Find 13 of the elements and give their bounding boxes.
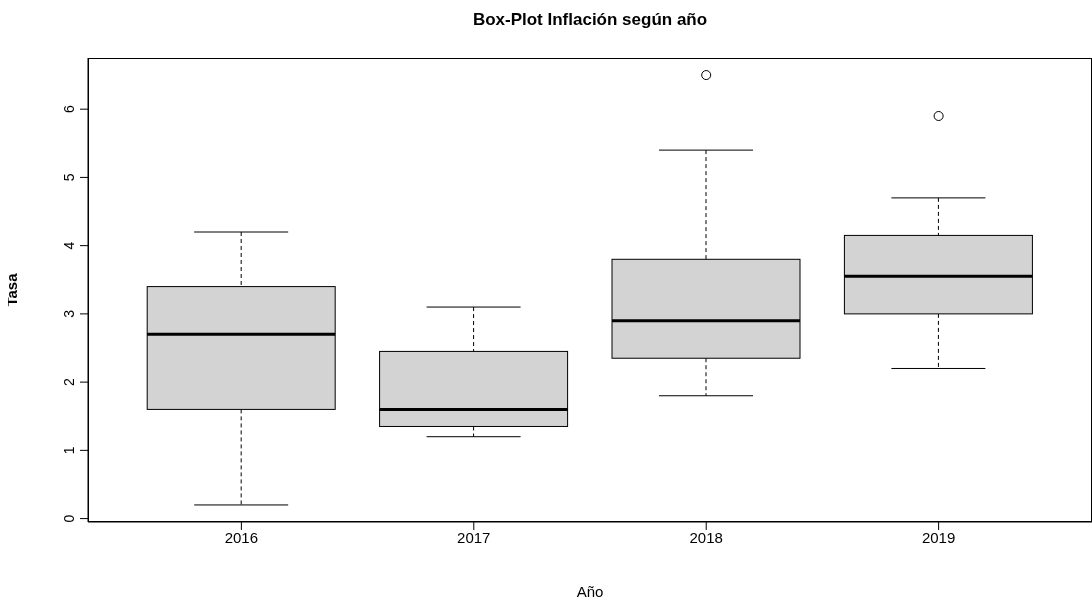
x-tick-label: 2016	[224, 528, 259, 546]
y-tick-label: 1	[61, 446, 77, 455]
x-tick-label: 2017	[457, 528, 491, 546]
x-tick-label: 2018	[689, 528, 723, 546]
y-tick-label: 6	[61, 105, 77, 114]
x-axis-title: Año	[576, 583, 604, 600]
chart-title: Box-Plot Inflación según año	[471, 10, 709, 30]
y-tick-label: 3	[61, 309, 77, 318]
y-tick-label: 2	[61, 378, 77, 387]
y-tick-label: 0	[61, 514, 77, 523]
x-tick-label: 2019	[921, 528, 956, 546]
y-tick-label: 5	[61, 173, 77, 182]
y-tick-label: 4	[61, 241, 77, 250]
